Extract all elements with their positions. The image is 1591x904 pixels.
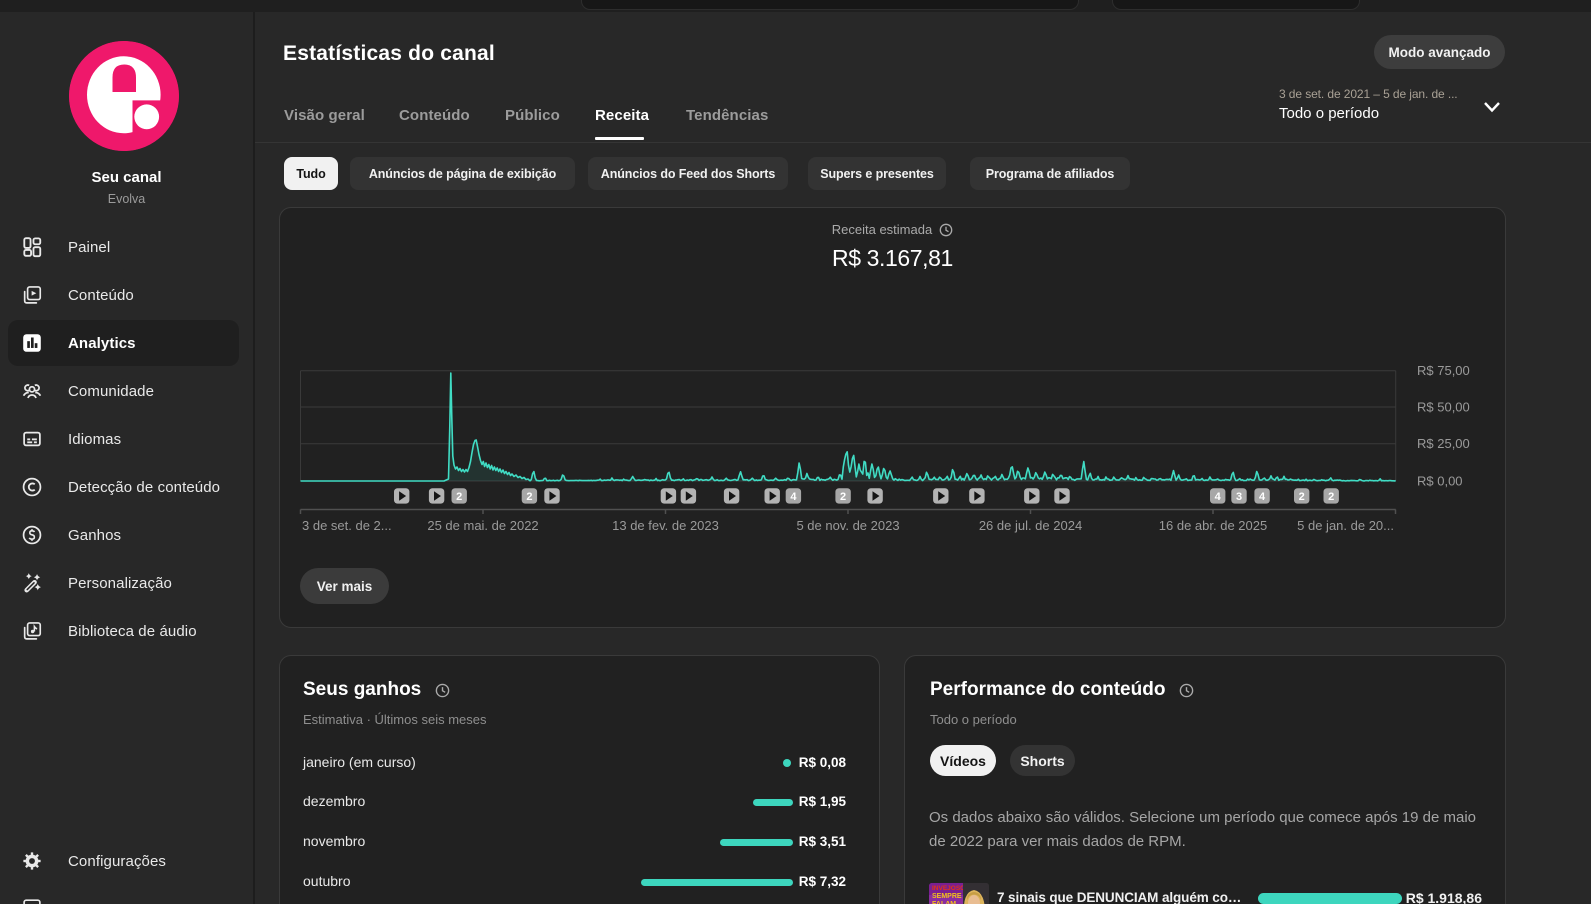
svg-text:4: 4 (1215, 491, 1222, 503)
svg-text:2: 2 (1328, 491, 1334, 503)
svg-text:5 de jan. de 20...: 5 de jan. de 20... (1297, 518, 1394, 533)
svg-text:4: 4 (1259, 491, 1266, 503)
svg-text:R$ 75,00: R$ 75,00 (1417, 363, 1470, 378)
svg-text:FALAM: FALAM (932, 901, 956, 904)
svg-text:25 de mai. de 2022: 25 de mai. de 2022 (427, 518, 538, 533)
svg-text:3: 3 (1236, 491, 1242, 503)
svg-text:R$ 0,00: R$ 0,00 (1417, 474, 1463, 489)
svg-text:2: 2 (1299, 491, 1305, 503)
svg-text:4: 4 (790, 491, 797, 503)
svg-text:2: 2 (456, 491, 462, 503)
svg-text:13 de fev. de 2023: 13 de fev. de 2023 (612, 518, 719, 533)
svg-text:R$ 25,00: R$ 25,00 (1417, 436, 1470, 451)
svg-text:2: 2 (840, 491, 846, 503)
svg-text:INVEJOSOS: INVEJOSOS (932, 885, 970, 892)
svg-text:R$ 50,00: R$ 50,00 (1417, 400, 1470, 415)
svg-text:SEMPRE: SEMPRE (932, 893, 962, 900)
svg-text:26 de jul. de 2024: 26 de jul. de 2024 (979, 518, 1082, 533)
svg-text:5 de nov. de 2023: 5 de nov. de 2023 (796, 518, 899, 533)
svg-text:3 de set. de 2...: 3 de set. de 2... (302, 518, 392, 533)
svg-text:16 de abr. de 2025: 16 de abr. de 2025 (1159, 518, 1267, 533)
svg-text:2: 2 (526, 491, 532, 503)
